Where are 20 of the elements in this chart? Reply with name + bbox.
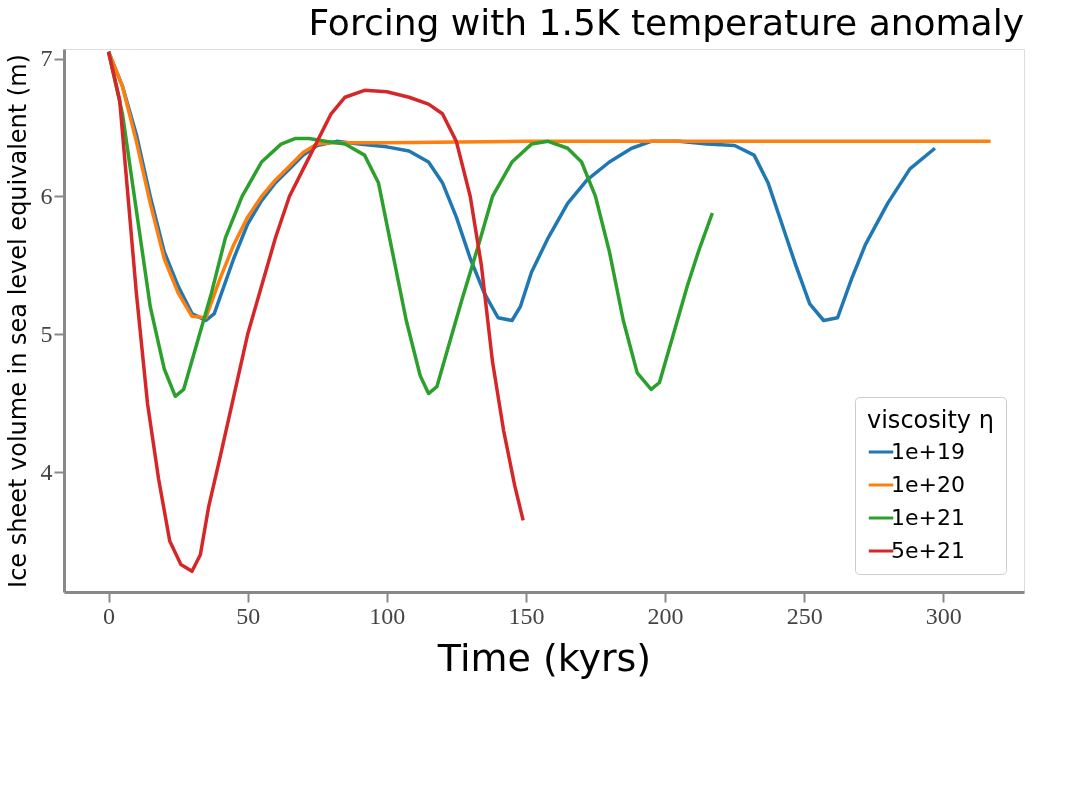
legend-label: 1e+20 bbox=[891, 472, 965, 497]
x-tick-label: 200 bbox=[647, 602, 684, 629]
x-axis-title: Time (kyrs) bbox=[436, 635, 652, 680]
x-tick-label: 100 bbox=[369, 602, 406, 629]
y-tick-label: 5 bbox=[40, 320, 53, 347]
y-axis-title: Ice sheet volume in sea level equivalent (m) bbox=[3, 54, 32, 588]
legend-label: 1e+19 bbox=[891, 439, 965, 464]
chart-title: Forcing with 1.5K temperature anomaly bbox=[308, 1, 1024, 43]
legend-label: 1e+21 bbox=[891, 505, 965, 530]
x-tick-label: 150 bbox=[508, 602, 545, 629]
y-tick-label: 6 bbox=[40, 182, 53, 209]
x-tick-label: 250 bbox=[786, 602, 823, 629]
x-tick-label: 50 bbox=[236, 602, 261, 629]
y-tick-label: 4 bbox=[40, 458, 53, 485]
legend-label: 5e+21 bbox=[891, 538, 965, 563]
line-series bbox=[106, 50, 525, 574]
y-tick-label: 7 bbox=[40, 45, 53, 72]
legend-title: viscosity η bbox=[867, 406, 994, 434]
x-tick-label: 0 bbox=[103, 602, 116, 629]
x-tick-label: 300 bbox=[925, 602, 962, 629]
